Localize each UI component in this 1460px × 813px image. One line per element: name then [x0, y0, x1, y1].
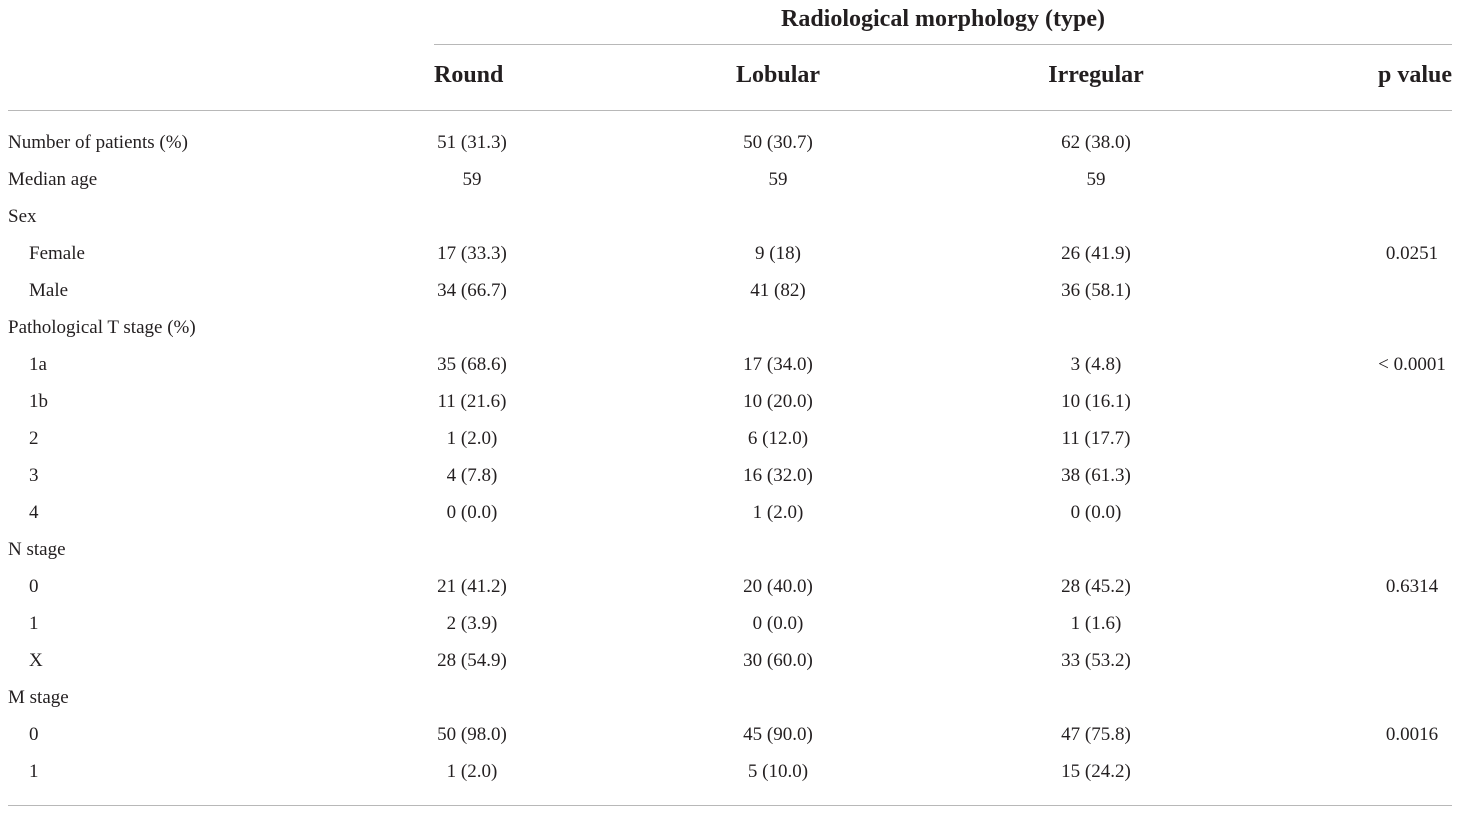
table-row: Number of patients (%) 51 (31.3) 50 (30.7)…: [8, 124, 1452, 161]
cell-round: 28 (54.9): [437, 650, 507, 671]
cell-round: 2 (3.9): [446, 613, 498, 634]
row-label: 4: [29, 502, 39, 523]
row-label: 1: [29, 761, 39, 782]
cell-irregular: 1 (1.6): [1070, 613, 1122, 634]
cell-p-value: 0.6314: [1385, 576, 1439, 597]
cell-lobular: 45 (90.0): [743, 724, 813, 745]
cell-irregular: 59: [1086, 169, 1106, 190]
table-row: N stage: [8, 531, 1452, 568]
header-rule: [8, 110, 1452, 111]
cell-irregular: 3 (4.8): [1070, 354, 1122, 375]
cell-round: 34 (66.7): [437, 280, 507, 301]
cell-irregular: 0 (0.0): [1070, 502, 1122, 523]
cell-lobular: 6 (12.0): [747, 428, 809, 449]
row-label: Median age: [8, 169, 98, 190]
cell-p-value: 0.0251: [1385, 243, 1439, 264]
group-header-rule: [434, 44, 1452, 45]
row-label: 0: [29, 576, 39, 597]
footer-rule: [8, 805, 1452, 806]
cell-irregular: 36 (58.1): [1061, 280, 1131, 301]
cell-round: 1 (2.0): [446, 761, 498, 782]
cell-lobular: 20 (40.0): [743, 576, 813, 597]
table-row: 2 1 (2.0) 6 (12.0) 11 (17.7): [8, 420, 1452, 457]
table-row: X 28 (54.9) 30 (60.0) 33 (53.2): [8, 642, 1452, 679]
row-label: X: [29, 650, 43, 671]
table-row: 1 1 (2.0) 5 (10.0) 15 (24.2): [8, 753, 1452, 790]
row-label: 3: [29, 465, 39, 486]
row-label: Sex: [8, 206, 37, 227]
cell-lobular: 17 (34.0): [743, 354, 813, 375]
column-header-p-value: p value: [1377, 62, 1452, 88]
cell-round: 0 (0.0): [446, 502, 498, 523]
cell-round: 35 (68.6): [437, 354, 507, 375]
column-header-irregular: Irregular: [1048, 62, 1144, 88]
cell-round: 11 (21.6): [437, 391, 507, 412]
column-header-round: Round: [434, 62, 504, 88]
table-row: 0 50 (98.0) 45 (90.0) 47 (75.8) 0.0016: [8, 716, 1452, 753]
row-label: Female: [29, 243, 85, 264]
cell-round: 21 (41.2): [437, 576, 507, 597]
cell-round: 50 (98.0): [437, 724, 507, 745]
cell-lobular: 50 (30.7): [743, 132, 813, 153]
table-row: Pathological T stage (%): [8, 309, 1452, 346]
row-label: M stage: [8, 687, 69, 708]
cell-irregular: 47 (75.8): [1061, 724, 1131, 745]
column-header-lobular: Lobular: [735, 62, 821, 88]
cell-irregular: 11 (17.7): [1061, 428, 1131, 449]
row-label: N stage: [8, 539, 66, 560]
table-row: 3 4 (7.8) 16 (32.0) 38 (61.3): [8, 457, 1452, 494]
cell-irregular: 15 (24.2): [1061, 761, 1131, 782]
cell-irregular: 33 (53.2): [1061, 650, 1131, 671]
cell-round: 1 (2.0): [446, 428, 498, 449]
table-row: Female 17 (33.3) 9 (18) 26 (41.9) 0.0251: [8, 235, 1452, 272]
cell-p-value: < 0.0001: [1378, 354, 1446, 375]
table-row: 4 0 (0.0) 1 (2.0) 0 (0.0): [8, 494, 1452, 531]
row-label: 2: [29, 428, 39, 449]
cell-irregular: 38 (61.3): [1061, 465, 1131, 486]
cell-lobular: 16 (32.0): [743, 465, 813, 486]
cell-lobular: 9 (18): [755, 243, 801, 264]
cell-irregular: 28 (45.2): [1061, 576, 1131, 597]
row-label: 0: [29, 724, 39, 745]
cell-round: 59: [462, 169, 482, 190]
cell-lobular: 0 (0.0): [752, 613, 804, 634]
row-label: 1b: [29, 391, 48, 412]
table-row: 1a 35 (68.6) 17 (34.0) 3 (4.8) < 0.0001: [8, 346, 1452, 383]
row-label: Male: [29, 280, 69, 301]
group-header: Radiological morphology (type): [781, 6, 1105, 32]
cell-lobular: 30 (60.0): [743, 650, 813, 671]
table-row: 1b 11 (21.6) 10 (20.0) 10 (16.1): [8, 383, 1452, 420]
table-row: Male 34 (66.7) 41 (82) 36 (58.1): [8, 272, 1452, 309]
row-label: 1a: [29, 354, 47, 375]
table-row: Median age 59 59 59: [8, 161, 1452, 198]
row-label: Number of patients (%): [8, 132, 188, 153]
cell-irregular: 26 (41.9): [1061, 243, 1131, 264]
cell-lobular: 1 (2.0): [752, 502, 804, 523]
cell-lobular: 10 (20.0): [743, 391, 813, 412]
table-row: Sex: [8, 198, 1452, 235]
row-label: Pathological T stage (%): [8, 317, 196, 338]
cell-round: 4 (7.8): [446, 465, 498, 486]
row-label: 1: [29, 613, 39, 634]
table-row: 0 21 (41.2) 20 (40.0) 28 (45.2) 0.6314: [8, 568, 1452, 605]
cell-lobular: 5 (10.0): [747, 761, 809, 782]
cell-irregular: 10 (16.1): [1061, 391, 1131, 412]
cell-lobular: 41 (82): [750, 280, 806, 301]
cell-round: 17 (33.3): [437, 243, 507, 264]
cell-round: 51 (31.3): [437, 132, 507, 153]
cell-p-value: 0.0016: [1385, 724, 1439, 745]
cell-irregular: 62 (38.0): [1061, 132, 1131, 153]
table-row: M stage: [8, 679, 1452, 716]
table-body: Number of patients (%) 51 (31.3) 50 (30.7)…: [8, 124, 1452, 790]
cell-lobular: 59: [768, 169, 788, 190]
table-row: 1 2 (3.9) 0 (0.0) 1 (1.6): [8, 605, 1452, 642]
